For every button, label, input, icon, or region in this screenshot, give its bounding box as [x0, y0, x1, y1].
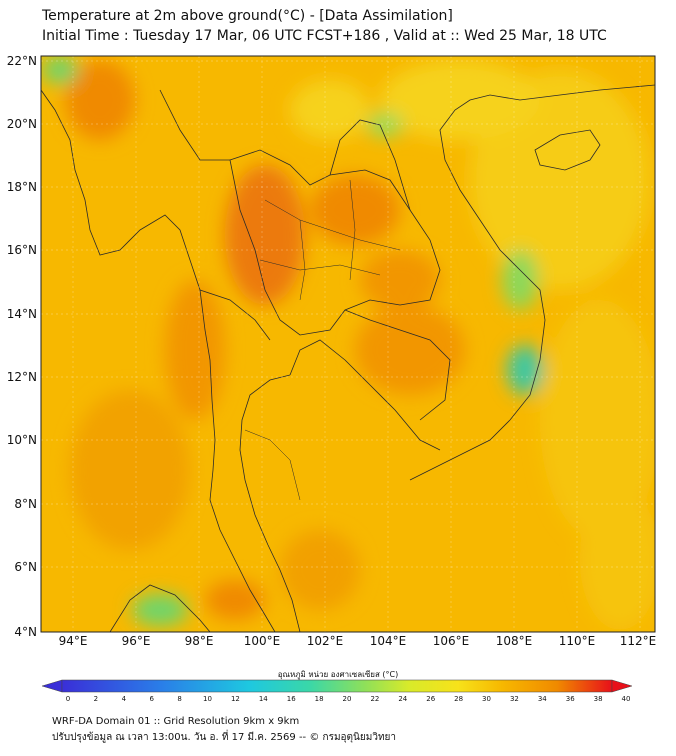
colorbar-tick-label: 22: [370, 695, 379, 703]
lon-label: 106°E: [433, 634, 470, 648]
colorbar-max-arrow: [611, 679, 633, 693]
colorbar-tick-label: 8: [177, 695, 181, 703]
colorbar: 0 2 4 6 8 10 12 14 16 18 20 22 24 26 28 30 32 34 36 38 40: [41, 679, 633, 703]
lon-label: 112°E: [620, 634, 657, 648]
colorbar-tick-label: 24: [398, 695, 407, 703]
colorbar-title: อุณหภูมิ หน่วย องศาเซลเซียส (°C): [277, 670, 399, 679]
lon-label: 94°E: [59, 634, 88, 648]
lat-label: 8°N: [14, 497, 37, 511]
country-borders: [41, 84, 655, 632]
colorbar-tick-label: 34: [538, 695, 547, 703]
lat-label: 4°N: [14, 625, 37, 639]
colorbar-tick-label: 4: [122, 695, 127, 703]
colorbar-bar: [61, 679, 613, 693]
colorbar-tick-label: 36: [566, 695, 575, 703]
lat-label: 6°N: [14, 560, 37, 574]
colorbar-tick-label: 10: [203, 695, 212, 703]
colorbar-tick-label: 38: [594, 695, 603, 703]
footer-update-info: ปรับปรุงข้อมูล ณ เวลา 13:00น. วัน อ. ที่…: [52, 732, 397, 743]
lon-label: 110°E: [559, 634, 596, 648]
colorbar-tick-label: 30: [482, 695, 491, 703]
colorbar-tick-label: 26: [426, 695, 435, 703]
longitude-labels: 94°E 96°E 98°E 100°E 102°E 104°E 106°E 1…: [59, 634, 657, 648]
colorbar-tick-label: 32: [510, 695, 519, 703]
lat-label: 22°N: [7, 54, 37, 68]
lat-label: 20°N: [7, 117, 37, 131]
colorbar-tick-label: 28: [454, 695, 463, 703]
lon-label: 102°E: [307, 634, 344, 648]
map-frame: [40, 55, 656, 633]
lon-label: 104°E: [370, 634, 407, 648]
latitude-labels: 22°N 20°N 18°N 16°N 14°N 12°N 10°N 8°N 6…: [7, 54, 37, 639]
footer-model-info: WRF-DA Domain 01 :: Grid Resolution 9km …: [52, 716, 300, 727]
map-subtitle: Initial Time : Tuesday 17 Mar, 06 UTC FC…: [42, 28, 607, 44]
lat-label: 16°N: [7, 243, 37, 257]
colorbar-tick-label: 12: [231, 695, 240, 703]
lat-label: 18°N: [7, 180, 37, 194]
colorbar-tick-label: 20: [343, 695, 352, 703]
colorbar-tick-label: 0: [66, 695, 70, 703]
colorbar-tick-label: 18: [315, 695, 324, 703]
map-title: Temperature at 2m above ground(°C) - [Da…: [42, 8, 453, 24]
colorbar-tick-label: 6: [149, 695, 154, 703]
colorbar-min-arrow: [41, 679, 63, 693]
colorbar-tick-label: 14: [259, 695, 268, 703]
lon-label: 100°E: [244, 634, 281, 648]
lon-label: 98°E: [185, 634, 214, 648]
lat-label: 14°N: [7, 307, 37, 321]
lon-label: 108°E: [496, 634, 533, 648]
colorbar-tick-label: 40: [622, 695, 631, 703]
lon-label: 96°E: [122, 634, 151, 648]
colorbar-tick-label: 2: [94, 695, 98, 703]
lat-label: 12°N: [7, 370, 37, 384]
graticule: [41, 56, 655, 632]
lat-label: 10°N: [7, 433, 37, 447]
colorbar-tick-label: 16: [287, 695, 296, 703]
temperature-field: [41, 56, 655, 632]
